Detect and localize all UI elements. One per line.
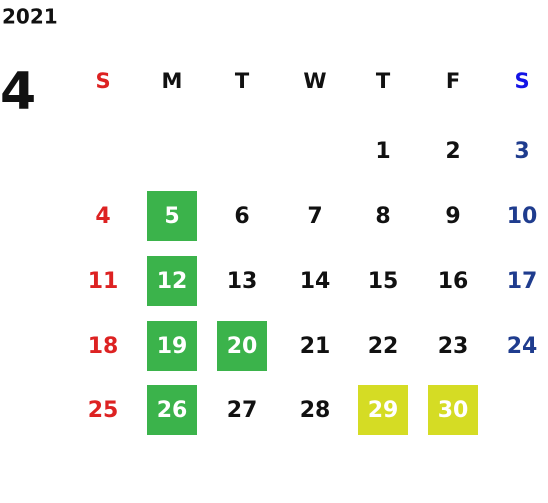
day-number: 18: [88, 334, 119, 359]
day-number: 8: [375, 204, 390, 229]
day-highlight: [358, 385, 408, 435]
weekday-label: T: [376, 69, 391, 93]
day-highlight: [147, 321, 197, 371]
day-number: 22: [368, 334, 399, 359]
day-highlight: [147, 385, 197, 435]
day-number: 23: [438, 334, 469, 359]
weekday-label: M: [162, 69, 183, 93]
day-number: 1: [375, 139, 390, 164]
day-number: 21: [300, 334, 331, 359]
day-number: 28: [300, 398, 331, 423]
weekday-label: F: [446, 69, 460, 93]
day-number: 20: [227, 334, 258, 359]
day-number: 13: [227, 269, 258, 294]
day-number: 10: [507, 204, 538, 229]
day-number: 24: [507, 334, 538, 359]
day-highlight: [217, 321, 267, 371]
day-number: 15: [368, 269, 399, 294]
day-number: 7: [307, 204, 322, 229]
day-highlight: [147, 256, 197, 306]
day-highlight: [147, 191, 197, 241]
day-number: 14: [300, 269, 331, 294]
day-number: 6: [234, 204, 249, 229]
weekday-label: S: [514, 69, 529, 93]
day-number: 29: [368, 398, 399, 423]
day-number: 17: [507, 269, 538, 294]
day-number: 30: [438, 398, 469, 423]
day-number: 26: [157, 398, 188, 423]
day-number: 12: [157, 269, 188, 294]
day-number: 16: [438, 269, 469, 294]
day-number: 3: [514, 139, 529, 164]
day-number: 19: [157, 334, 188, 359]
month: 4: [0, 62, 36, 122]
day-number: 25: [88, 398, 119, 423]
day-number: 9: [445, 204, 460, 229]
day-number: 27: [227, 398, 258, 423]
day-highlight: [428, 385, 478, 435]
day-number: 11: [88, 269, 119, 294]
day-number: 4: [95, 204, 110, 229]
weekday-label: W: [303, 69, 326, 93]
year: 2021: [2, 5, 58, 29]
day-number: 5: [164, 204, 179, 229]
weekday-label: T: [235, 69, 250, 93]
weekday-label: S: [95, 69, 110, 93]
day-number: 2: [445, 139, 460, 164]
